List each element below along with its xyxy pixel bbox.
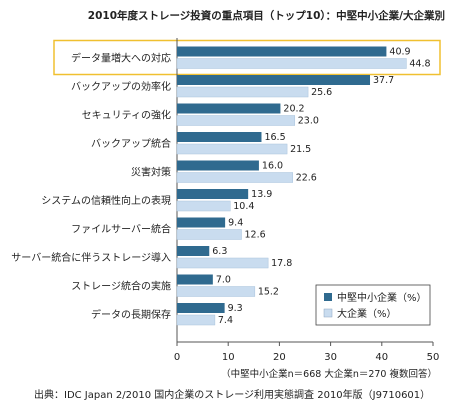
value-label-sme: 37.7 [373, 75, 394, 86]
category-label: ストレージ統合の実施 [71, 280, 171, 293]
x-tick-label: 30 [324, 352, 337, 363]
bar-large [176, 143, 288, 155]
value-label-large: 44.8 [409, 59, 430, 70]
value-label-large: 15.2 [258, 287, 279, 298]
bar-large [176, 229, 242, 240]
value-label-sme: 6.3 [212, 246, 227, 257]
bar-sme [177, 303, 225, 313]
value-label-large: 23.0 [298, 116, 319, 127]
value-label-large: 10.4 [233, 201, 254, 212]
legend-swatch-sme [324, 293, 332, 301]
bar-sme [177, 132, 262, 142]
bar-large [176, 286, 256, 297]
highlight-box [53, 39, 441, 76]
bar-sme [177, 274, 213, 285]
value-label-large: 7.4 [218, 315, 233, 326]
bar-large [176, 86, 309, 98]
value-label-sme: 13.9 [251, 189, 272, 200]
bar-sme [177, 189, 249, 199]
value-label-large: 22.6 [296, 173, 317, 184]
bar-large [176, 115, 296, 126]
x-tick-label: 10 [222, 352, 235, 363]
value-label-sme: 20.2 [283, 104, 304, 115]
value-label-large: 17.8 [271, 258, 292, 269]
value-label-large: 21.5 [290, 144, 311, 155]
bar-large [176, 58, 407, 69]
legend-label-large: 大企業（%） [337, 307, 397, 320]
plot-area: 0 10 20 30 40 50 データ量増大への対応 40.944.8 バックアップの効率化 3… [11, 38, 441, 363]
chart-title: 2010年度ストレージ投資の重点項目（トップ10）：中堅中小企業/大企業別 [88, 9, 445, 22]
bar-sme [177, 246, 210, 256]
legend-swatch-large [323, 308, 333, 318]
x-tick-label: 20 [273, 352, 286, 363]
category-label: システムの信頼性向上の表現 [41, 194, 171, 207]
value-label-sme: 9.3 [228, 303, 243, 314]
legend-label-sme: 中堅中小企業（%） [337, 291, 427, 304]
source-note: 出典：IDC Japan 2/2010 国内企業のストレージ利用実態調査 201… [34, 388, 430, 401]
bar-sme [177, 103, 281, 114]
value-label-sme: 9.4 [228, 218, 243, 229]
category-label: サーバー統合に伴うストレージ導入 [11, 251, 171, 264]
category-label: データ量増大への対応 [71, 52, 171, 65]
bar-large [176, 314, 216, 326]
bar-sme [177, 160, 259, 171]
bar-sme [177, 75, 371, 85]
x-tick-label: 50 [427, 352, 440, 363]
value-label-sme: 40.9 [389, 47, 410, 58]
category-label: バックアップの効率化 [71, 80, 171, 93]
bar-sme [177, 46, 387, 57]
x-tick-label: 0 [174, 352, 180, 363]
value-label-sme: 7.0 [216, 275, 231, 286]
x-tick-label: 40 [375, 352, 388, 363]
bar-large [176, 172, 293, 183]
bar-large [176, 257, 269, 269]
category-label: バックアップ統合 [91, 137, 171, 150]
bar-large [176, 200, 231, 212]
value-label-sme: 16.5 [264, 132, 285, 143]
bar-sme [177, 217, 226, 228]
value-label-large: 25.6 [311, 87, 332, 98]
sample-note: （中堅中小企業n＝668 大企業n＝270 複数回答） [221, 368, 437, 380]
category-label: セキュリティの強化 [82, 109, 171, 122]
category-label: ファイルサーバー統合 [71, 223, 171, 236]
value-label-sme: 16.0 [262, 161, 283, 172]
category-label: 災害対策 [131, 166, 171, 179]
legend-box [315, 284, 431, 326]
category-label: データの長期保存 [91, 308, 171, 321]
legend: 中堅中小企業（%） 大企業（%） [315, 284, 431, 326]
value-label-large: 12.6 [245, 230, 266, 241]
